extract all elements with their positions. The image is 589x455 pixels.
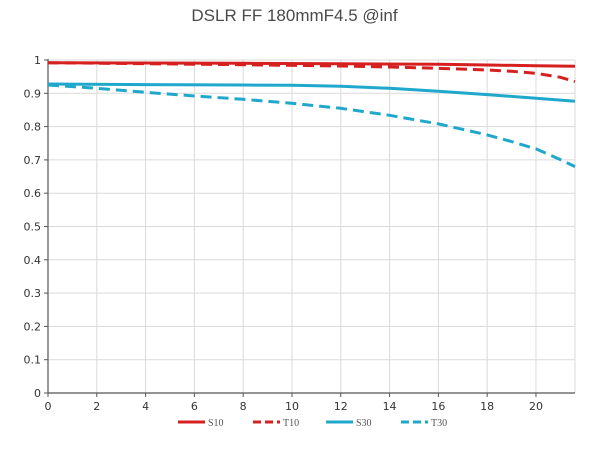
axes: 0 2 4 6 8 10 12 14 16 18 20 0 0.1 0.2 0.3 0.4 0.5 0.6 0.7 0… [24,54,575,413]
x-tick-label: 6 [191,400,198,413]
series-lines [47,61,576,168]
y-tick-label: 0.4 [24,254,42,267]
x-tick-label: 2 [93,400,100,413]
series-line-t10 [47,61,576,84]
y-tick-label: 0.3 [24,287,42,300]
x-tick-label: 16 [431,400,445,413]
chart-title: DSLR FF 180mmF4.5 @inf [191,6,398,25]
y-tick-label: 0.9 [24,87,42,100]
legend-label-s30: S30 [356,418,372,429]
y-tick-label: 0.6 [24,187,42,200]
y-tick-label: 0.5 [24,221,42,234]
x-tick-label: 10 [285,400,299,413]
series-line-s10 [47,61,576,68]
legend-label-t10: T10 [283,418,299,429]
legend-label-s10: S10 [208,418,224,429]
x-tick-label: 20 [529,400,543,413]
x-tick-label: 8 [240,400,247,413]
y-tick-label: 1 [34,54,41,67]
x-tick-label: 14 [383,400,397,413]
x-tick-label: 18 [480,400,494,413]
x-tick-label: 12 [334,400,348,413]
y-tick-label: 0.2 [24,320,42,333]
series-line-s30 [47,82,576,103]
y-tick-label: 0 [34,387,41,400]
x-tick-label: 0 [45,400,52,413]
y-tick-label: 0.7 [24,154,42,167]
series-line-t30 [47,83,576,168]
legend-label-t30: T30 [431,418,447,429]
grid [47,59,576,394]
y-tick-label: 0.1 [24,354,42,367]
legend: S10 T10 S30 T30 [178,418,447,429]
y-tick-label: 0.8 [24,121,42,134]
x-tick-label: 4 [142,400,149,413]
